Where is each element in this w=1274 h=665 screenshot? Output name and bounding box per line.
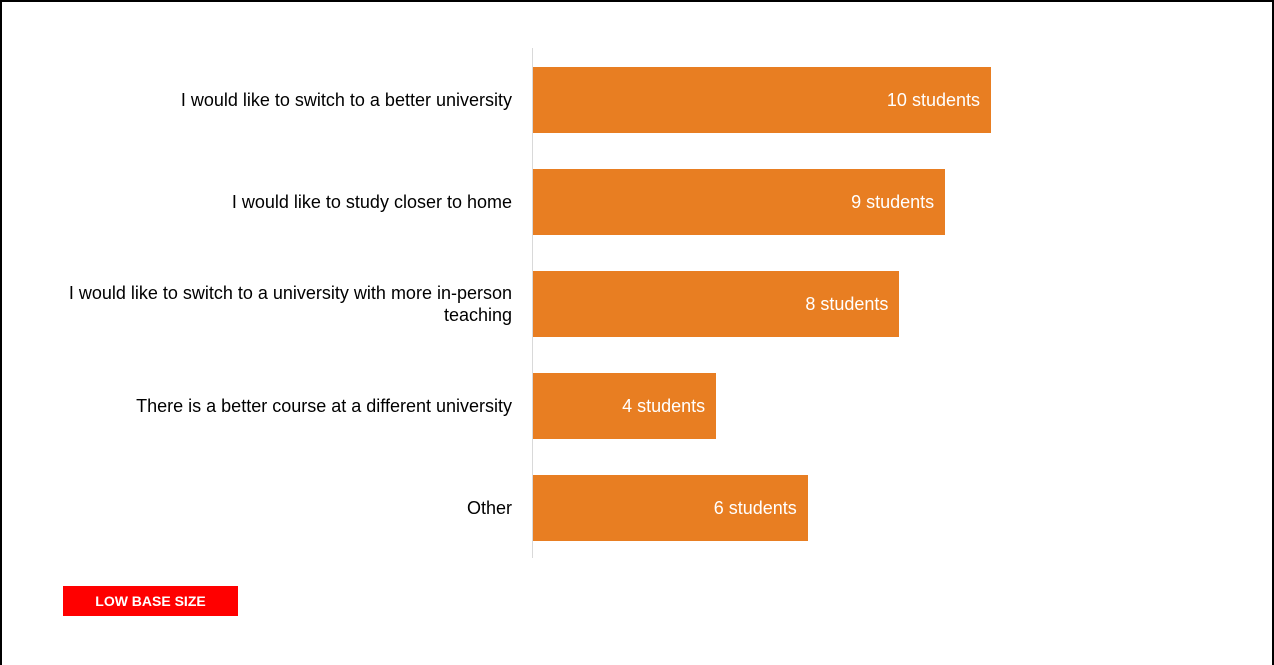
category-label: I would like to switch to a better unive… (180, 90, 512, 110)
bar (533, 67, 991, 133)
bar (533, 271, 900, 337)
category-label: Other (466, 498, 512, 518)
bar (533, 475, 808, 541)
category-label: I would like to study closer to home (231, 192, 512, 212)
bar (533, 373, 717, 439)
data-label: 8 students (805, 294, 889, 314)
data-label: 10 students (886, 90, 980, 110)
category-label: There is a better course at a different … (136, 396, 512, 416)
data-label: 4 students (622, 396, 706, 416)
data-label: 9 students (851, 192, 935, 212)
bar (533, 169, 946, 235)
data-label: 6 students (713, 498, 797, 518)
category-label: I would like to switch to a university w… (68, 283, 512, 325)
low-base-size-badge: LOW BASE SIZE (63, 586, 238, 616)
category-axis-line (532, 48, 533, 558)
